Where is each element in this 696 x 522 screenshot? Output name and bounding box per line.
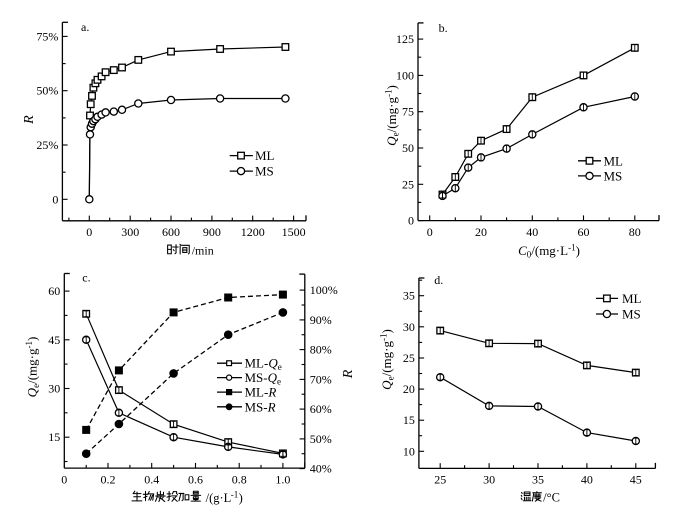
svg-text:Qe/(mg·g-1): Qe/(mg·g-1) [379, 329, 396, 390]
svg-text:ML: ML [255, 148, 275, 163]
svg-text:ML: ML [604, 153, 624, 168]
svg-text:/(g·L: /(g·L [206, 491, 232, 505]
svg-text:45: 45 [630, 473, 642, 487]
svg-text:30: 30 [48, 382, 60, 396]
svg-text:/°C: /°C [543, 491, 560, 505]
svg-text:60%: 60% [310, 402, 332, 416]
svg-text:0.8: 0.8 [232, 473, 247, 487]
svg-text:60: 60 [48, 284, 60, 298]
svg-text:MS-R: MS-R [245, 399, 276, 414]
svg-text:ML-R: ML-R [245, 385, 277, 400]
svg-text:75: 75 [402, 105, 414, 119]
svg-text:0.4: 0.4 [144, 473, 159, 487]
svg-text:1500: 1500 [282, 225, 306, 239]
svg-text:35: 35 [403, 289, 415, 303]
svg-text:Qe/(mg·g-1): Qe/(mg·g-1) [384, 85, 401, 146]
svg-text:80%: 80% [310, 343, 332, 357]
svg-text:0: 0 [427, 225, 433, 239]
svg-text:40: 40 [581, 473, 593, 487]
svg-text:35: 35 [532, 473, 544, 487]
svg-text:90%: 90% [310, 313, 332, 327]
svg-text:MS: MS [622, 307, 641, 322]
svg-text:a.: a. [81, 20, 89, 34]
svg-text:15: 15 [48, 430, 60, 444]
svg-text:25: 25 [434, 473, 446, 487]
svg-text:/min: /min [192, 244, 214, 258]
svg-text:MS: MS [604, 168, 623, 183]
svg-text:b.: b. [439, 21, 448, 35]
svg-text:30: 30 [403, 320, 415, 334]
svg-text:25: 25 [402, 177, 414, 191]
svg-text:60: 60 [578, 225, 590, 239]
svg-text:0: 0 [408, 214, 414, 228]
svg-text:50%: 50% [310, 432, 332, 446]
svg-text:MS-Qe: MS-Qe [245, 370, 282, 387]
svg-text:R: R [341, 369, 356, 379]
svg-text:0: 0 [86, 225, 92, 239]
svg-text:600: 600 [162, 225, 180, 239]
svg-text:45: 45 [48, 333, 60, 347]
svg-text:100: 100 [396, 68, 414, 82]
svg-text:125: 125 [396, 32, 414, 46]
svg-text:): ) [239, 491, 243, 505]
svg-text:C0/(mg·L-1): C0/(mg·L-1) [518, 243, 580, 260]
svg-text:ML: ML [622, 291, 642, 306]
svg-text:30: 30 [483, 473, 495, 487]
svg-text:c.: c. [82, 271, 90, 285]
svg-text:80: 80 [629, 225, 641, 239]
svg-text:20: 20 [475, 225, 487, 239]
svg-text:20: 20 [403, 382, 415, 396]
svg-text:900: 900 [203, 225, 221, 239]
svg-text:100%: 100% [310, 283, 338, 297]
svg-text:MS: MS [255, 164, 274, 179]
svg-text:0.6: 0.6 [188, 473, 203, 487]
svg-text:-1: -1 [231, 490, 239, 500]
svg-text:1.0: 1.0 [275, 473, 290, 487]
svg-text:10: 10 [403, 444, 415, 458]
svg-text:d.: d. [434, 273, 443, 287]
svg-text:R: R [22, 115, 37, 125]
svg-text:50: 50 [402, 141, 414, 155]
svg-text:40%: 40% [310, 462, 332, 476]
svg-text:Qe/(mg·g-1): Qe/(mg·g-1) [24, 337, 41, 398]
svg-text:0: 0 [61, 473, 67, 487]
svg-text:300: 300 [121, 225, 139, 239]
svg-text:70%: 70% [310, 372, 332, 386]
svg-text:15: 15 [403, 413, 415, 427]
svg-text:ML-Qe: ML-Qe [245, 356, 282, 373]
svg-text:0.2: 0.2 [101, 473, 116, 487]
svg-text:25: 25 [403, 351, 415, 365]
svg-text:50%: 50% [36, 84, 58, 98]
svg-text:0: 0 [52, 192, 58, 206]
svg-text:25%: 25% [36, 138, 58, 152]
svg-text:75%: 75% [36, 29, 58, 43]
svg-text:1200: 1200 [241, 225, 265, 239]
svg-text:40: 40 [526, 225, 538, 239]
